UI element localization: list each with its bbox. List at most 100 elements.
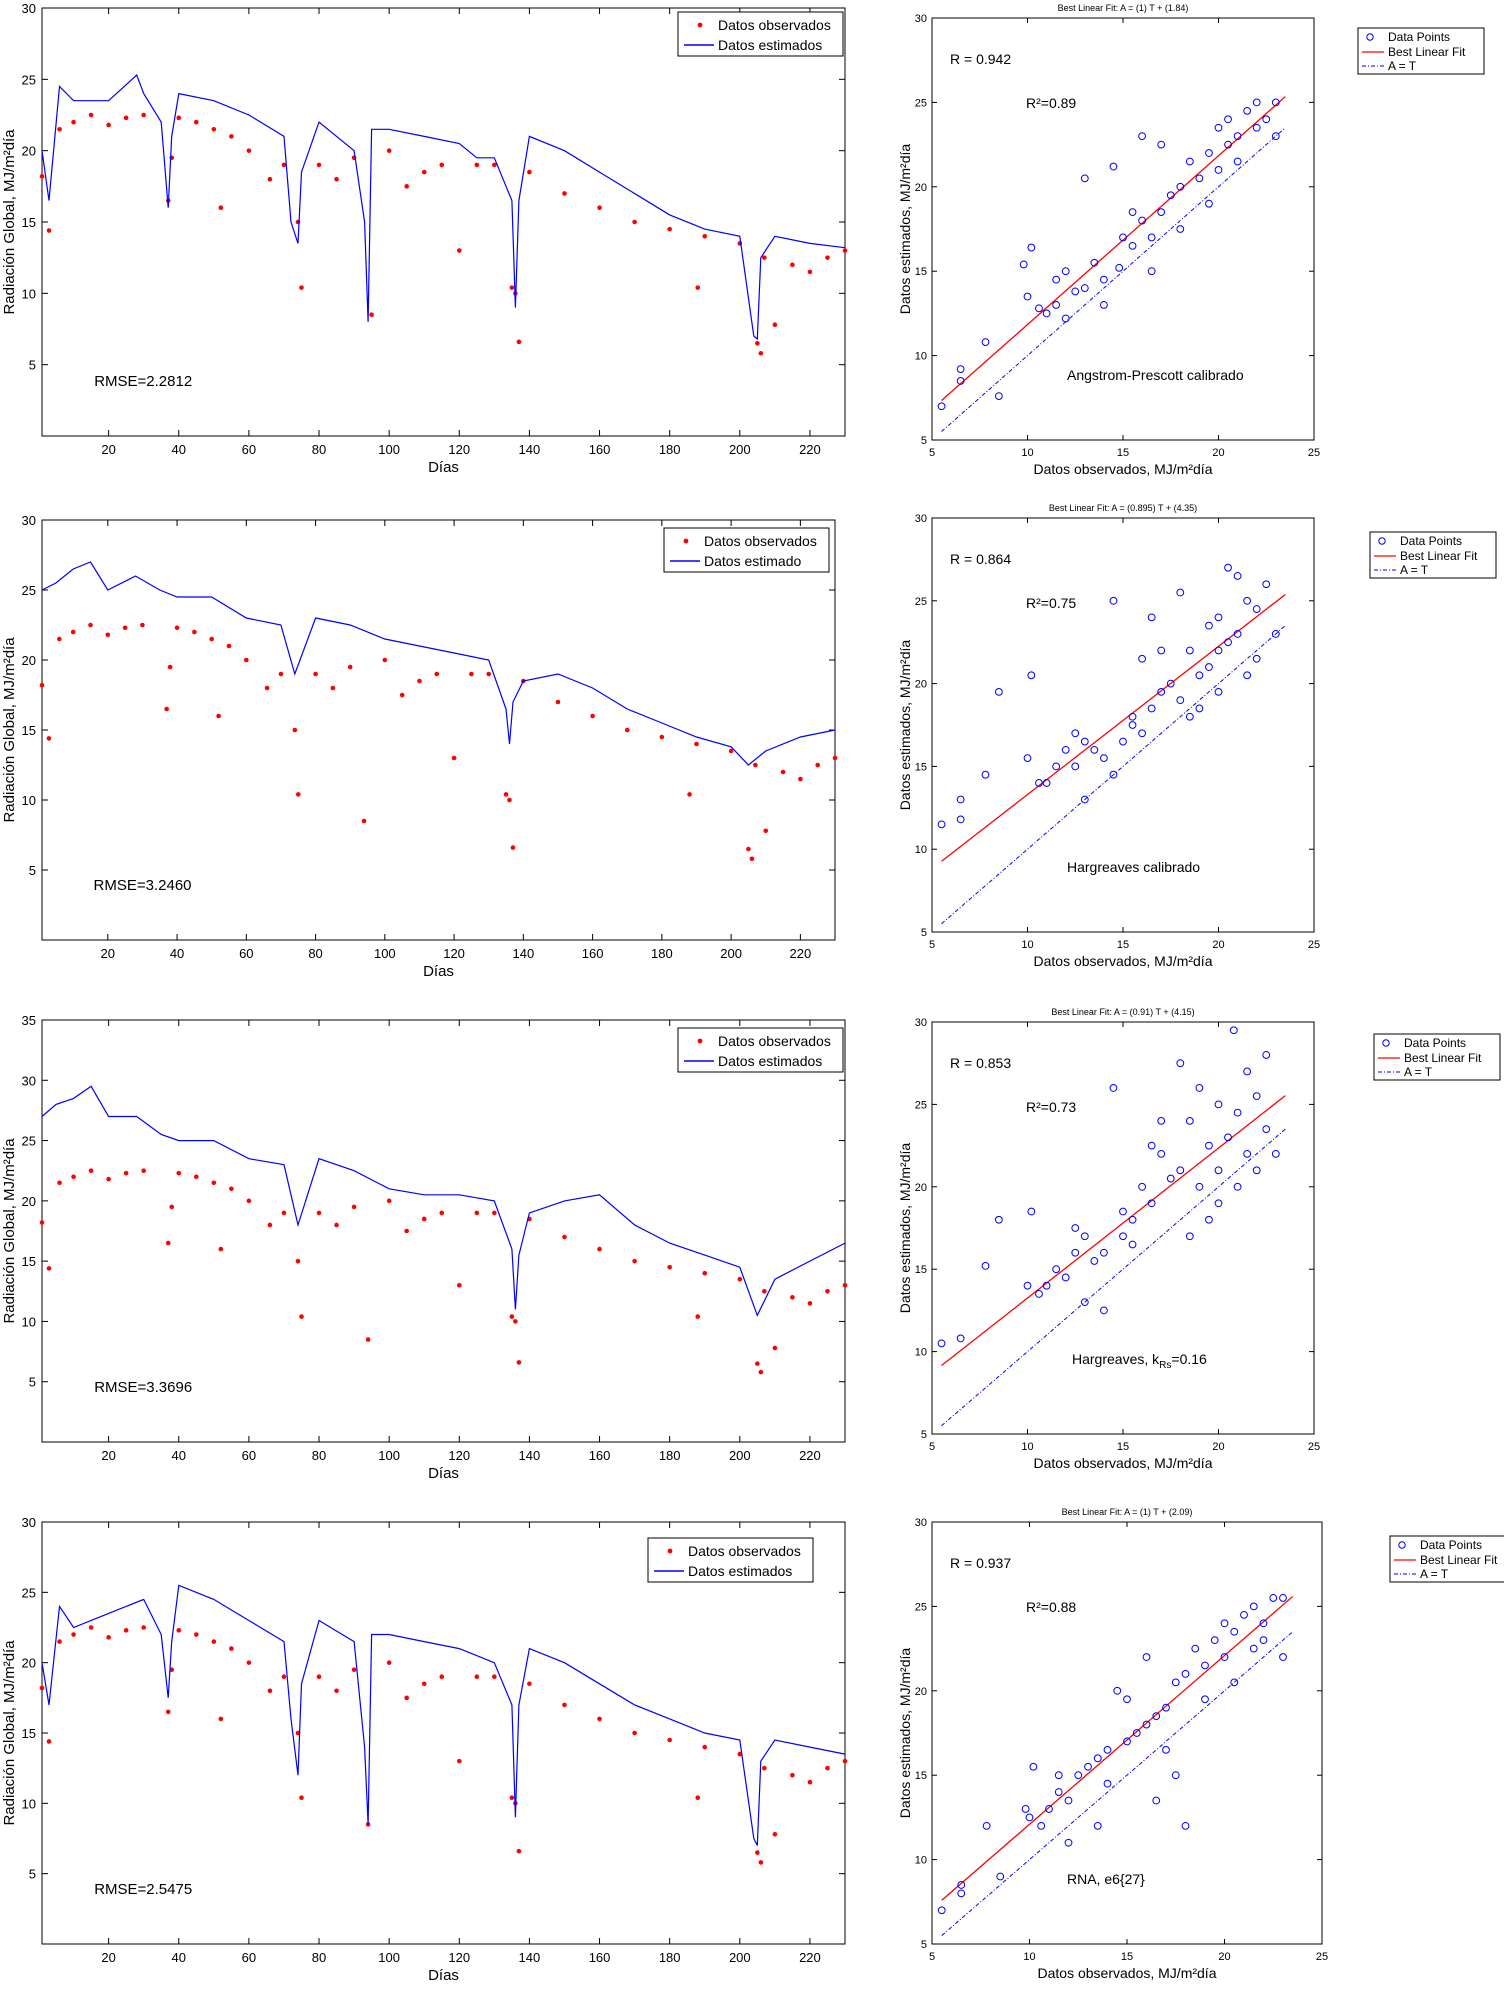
y-tick-label: 30 — [915, 13, 927, 25]
data-point — [1214, 1166, 1223, 1175]
y-tick-label: 20 — [915, 182, 927, 194]
data-point — [1128, 1240, 1137, 1249]
data-point-observado — [246, 1660, 252, 1665]
data-point — [1064, 1796, 1073, 1805]
x-tick-label: 200 — [729, 1950, 751, 1965]
data-point-observado — [486, 671, 492, 677]
data-point — [1195, 1182, 1204, 1191]
data-point-observado — [807, 1301, 813, 1306]
method-annotation: Hargreaves, kRs=0.16 — [1072, 1351, 1207, 1371]
data-point — [1181, 1821, 1190, 1830]
x-tick-label: 15 — [1121, 1951, 1133, 1963]
data-point — [957, 1881, 966, 1889]
plot-frame — [931, 517, 1315, 933]
legend-label-estimados: Datos estimados — [688, 1563, 792, 1579]
data-point — [1224, 1133, 1232, 1142]
x-tick-label: 10 — [1021, 1441, 1033, 1453]
x-axis-label: Datos observados, MJ/m²día — [1038, 1965, 1217, 1981]
data-point — [1157, 208, 1166, 217]
data-point — [982, 1821, 991, 1830]
data-point — [1233, 572, 1242, 580]
data-point — [1142, 1653, 1151, 1661]
data-point-observado — [193, 1632, 199, 1637]
rmse-annotation: RMSE=3.3696 — [94, 1379, 192, 1396]
data-point-observado — [39, 682, 45, 688]
data-point — [1205, 621, 1213, 630]
data-point — [1021, 1805, 1030, 1813]
x-tick-label: 60 — [242, 1950, 256, 1965]
data-point — [1115, 263, 1124, 272]
data-point-observado — [167, 664, 173, 670]
data-point — [1100, 1306, 1108, 1315]
data-point-observado — [417, 678, 422, 684]
data-point — [1054, 1788, 1063, 1796]
x-tick-label: 180 — [659, 1448, 681, 1463]
data-point — [1214, 687, 1223, 696]
data-point-observado — [527, 1681, 532, 1687]
y-tick-label: 15 — [915, 266, 927, 278]
data-point-observado — [88, 622, 93, 628]
legend-box — [677, 1027, 844, 1073]
data-point-observado — [790, 1295, 795, 1300]
data-point-observado — [753, 762, 758, 768]
y-tick-label: 25 — [915, 1099, 927, 1111]
data-point — [1128, 241, 1137, 250]
data-point — [1233, 1108, 1242, 1117]
data-point-observado — [509, 1314, 515, 1319]
data-point-observado — [244, 657, 249, 663]
data-point — [1064, 1838, 1073, 1847]
data-point-observado — [762, 1288, 767, 1294]
data-point — [956, 365, 965, 374]
data-point-observado — [57, 1180, 62, 1186]
data-point-observado — [659, 734, 665, 740]
data-point-observado — [632, 1730, 637, 1736]
data-point-observado — [71, 1632, 76, 1637]
data-point-observado — [451, 755, 457, 761]
data-point — [1162, 1745, 1170, 1754]
x-tick-label: 10 — [1023, 1951, 1035, 1963]
data-point — [1224, 115, 1232, 124]
legend-box — [1369, 531, 1497, 579]
data-point — [981, 1262, 990, 1270]
data-point — [1243, 1067, 1252, 1076]
data-point — [1252, 1166, 1261, 1175]
data-point-observado — [316, 1210, 322, 1216]
data-point — [1176, 696, 1185, 705]
data-point — [1230, 1678, 1239, 1687]
data-point — [1262, 1051, 1271, 1059]
y-tick-label: 30 — [22, 1073, 36, 1088]
y-tick-label: 30 — [915, 1017, 927, 1029]
legend-label-observados: Datos observados — [704, 533, 817, 549]
legend-label-identity: A = T — [1400, 563, 1429, 577]
data-point-observado — [687, 792, 692, 797]
y-tick-label: 5 — [921, 435, 927, 447]
x-tick-label: 40 — [170, 946, 184, 961]
data-point — [1157, 140, 1166, 149]
data-point-observado — [246, 1198, 252, 1204]
y-tick-label: 10 — [915, 1855, 927, 1867]
data-point-observado — [807, 269, 813, 275]
data-point-observado — [597, 1246, 602, 1252]
data-point-observado — [632, 1258, 637, 1264]
x-tick-label: 20 — [1212, 447, 1224, 459]
data-point — [1061, 1273, 1070, 1282]
x-tick-label: 60 — [242, 442, 256, 457]
data-point — [956, 1334, 965, 1343]
data-point-observado — [510, 845, 516, 850]
scatter-chart-2: Best Linear Fit: A = (0.895) T + (4.35) 5… — [897, 503, 1497, 969]
data-point — [1071, 1224, 1080, 1232]
data-point — [937, 1906, 946, 1915]
chart-title: Best Linear Fit: A = (1) T + (2.09) — [1062, 1507, 1193, 1517]
data-point — [1262, 1125, 1271, 1134]
x-tick-label: 100 — [378, 1950, 400, 1965]
data-point-observado — [313, 671, 318, 677]
x-tick-label: 5 — [929, 1951, 935, 1963]
data-point-observado — [165, 1709, 171, 1715]
data-point — [1176, 225, 1185, 233]
rmse-annotation: RMSE=2.5475 — [94, 1881, 192, 1898]
data-point — [1205, 1141, 1213, 1150]
x-tick-label: 80 — [308, 946, 322, 961]
legend-label-estimados: Datos estimados — [718, 37, 822, 53]
data-point-observado — [421, 169, 427, 175]
y-axis-label: Radiación Global, MJ/m²día — [1, 1138, 18, 1324]
